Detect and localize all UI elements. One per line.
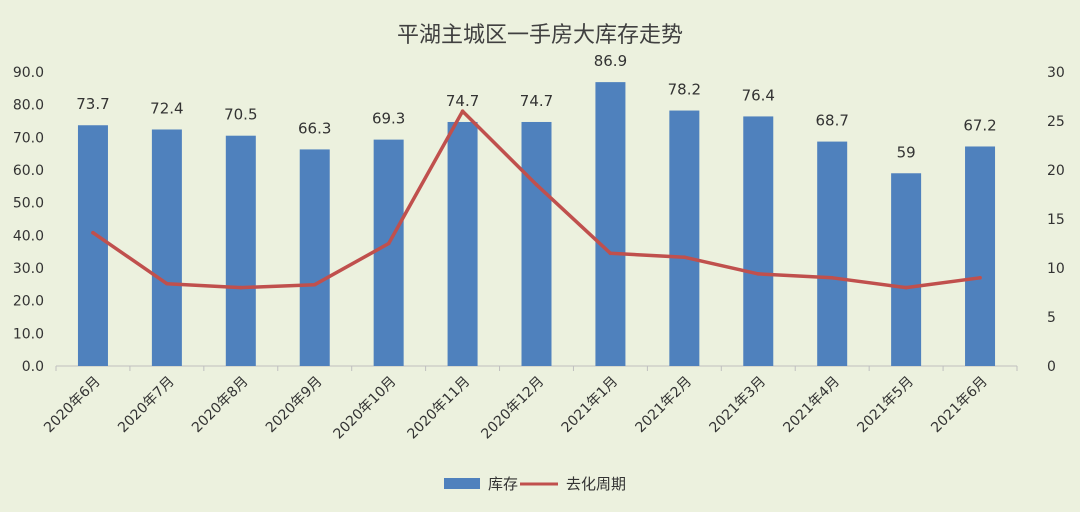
bar [77, 125, 108, 366]
bar [521, 121, 552, 366]
line-point [978, 276, 982, 280]
bar-data-labels: 73.7 72.4 70.5 66.3 69.3 74.7 74.7 86.9 78.2 76.4… [76, 52, 996, 161]
line-point [534, 182, 539, 187]
bar-data-label: 59 [897, 143, 916, 161]
bar-data-label: 70.5 [224, 106, 257, 124]
line-point [239, 285, 243, 290]
bar [447, 121, 478, 366]
x-tick-label: 2020年10月 [331, 374, 400, 443]
x-tick-label: 2021年2月 [633, 374, 696, 437]
x-tick-labels: 2020年6月 2020年7月 2020年8月 2020年9月 2020年10月 2020… [41, 374, 991, 443]
y-right-tick-label: 5 [1047, 310, 1056, 326]
x-tick-label: 2021年1月 [559, 374, 622, 437]
legend-label-cycle: 去化周期 [566, 475, 626, 493]
y-left-tick-label: 80.0 [13, 98, 44, 114]
bar-series [77, 82, 996, 367]
line-point [830, 276, 834, 280]
bar [891, 173, 922, 366]
chart-title: 平湖主城区一手房大库存走势 [397, 23, 683, 48]
x-tick-label: 2020年6月 [41, 374, 104, 437]
y-left-tick-label: 0.0 [22, 359, 44, 375]
axes: 0.0 10.0 20.0 30.0 40.0 50.0 60.0 70.0 80.0 90.0 0… [13, 65, 1065, 375]
line-point [904, 285, 908, 290]
bar [595, 82, 626, 367]
bar-data-label: 74.7 [520, 92, 553, 110]
legend: 库存 去化周期 [444, 475, 626, 493]
bar [743, 116, 774, 366]
x-tick-label: 2021年3月 [706, 374, 769, 437]
bar [299, 149, 330, 366]
line-point [312, 282, 317, 287]
bar [669, 110, 700, 367]
bar [817, 141, 848, 366]
y-right-tick-label: 25 [1047, 114, 1065, 130]
x-tick-label: 2020年12月 [478, 374, 547, 443]
line-point [682, 255, 687, 260]
y-right-tick-label: 30 [1047, 65, 1065, 81]
y-right-tick-label: 0 [1047, 359, 1056, 375]
y-left-tick-label: 40.0 [13, 228, 44, 244]
y-left-tick-label: 50.0 [13, 196, 44, 212]
bar-data-label: 66.3 [298, 119, 331, 137]
bar-data-label: 86.9 [594, 52, 627, 70]
y-left-tick-label: 70.0 [13, 130, 44, 146]
legend-label-inventory: 库存 [488, 475, 518, 493]
line-point [165, 281, 169, 286]
bar [965, 146, 996, 366]
line-point [386, 241, 391, 246]
x-tick-label: 2021年5月 [854, 374, 917, 437]
line-point [608, 251, 613, 256]
bar-data-label: 69.3 [372, 110, 405, 128]
bar-data-label: 73.7 [76, 95, 109, 113]
bar-data-label: 67.2 [963, 116, 996, 134]
x-tick-label: 2020年11月 [404, 374, 473, 443]
bar [151, 129, 182, 366]
y-left-tick-label: 90.0 [13, 65, 44, 81]
y-right-tick-label: 10 [1047, 261, 1065, 277]
line-series [91, 109, 982, 290]
line-point [91, 230, 95, 235]
y-left-tick-label: 30.0 [13, 261, 44, 277]
bar-data-label: 76.4 [742, 86, 775, 104]
x-tick-label: 2020年9月 [263, 374, 326, 437]
x-tick-label: 2021年6月 [928, 374, 991, 437]
x-tick-label: 2020年7月 [115, 374, 178, 437]
x-tick-label: 2020年8月 [189, 374, 252, 437]
line-point [460, 109, 465, 113]
bar [225, 135, 256, 366]
bar-data-label: 78.2 [668, 81, 701, 99]
legend-swatch-inventory [444, 478, 480, 489]
y-left-tick-label: 20.0 [13, 294, 44, 310]
y-left-tick-label: 10.0 [13, 326, 44, 342]
bar-data-label: 68.7 [815, 112, 848, 130]
bar [373, 139, 404, 366]
y-right-tick-label: 15 [1047, 212, 1065, 228]
y-right-tick-label: 20 [1047, 163, 1065, 179]
bar-data-label: 72.4 [150, 99, 183, 117]
x-tick-label: 2021年4月 [780, 374, 843, 437]
line-point [756, 272, 761, 276]
bar-data-label: 74.7 [446, 92, 479, 110]
y-left-tick-label: 60.0 [13, 163, 44, 179]
